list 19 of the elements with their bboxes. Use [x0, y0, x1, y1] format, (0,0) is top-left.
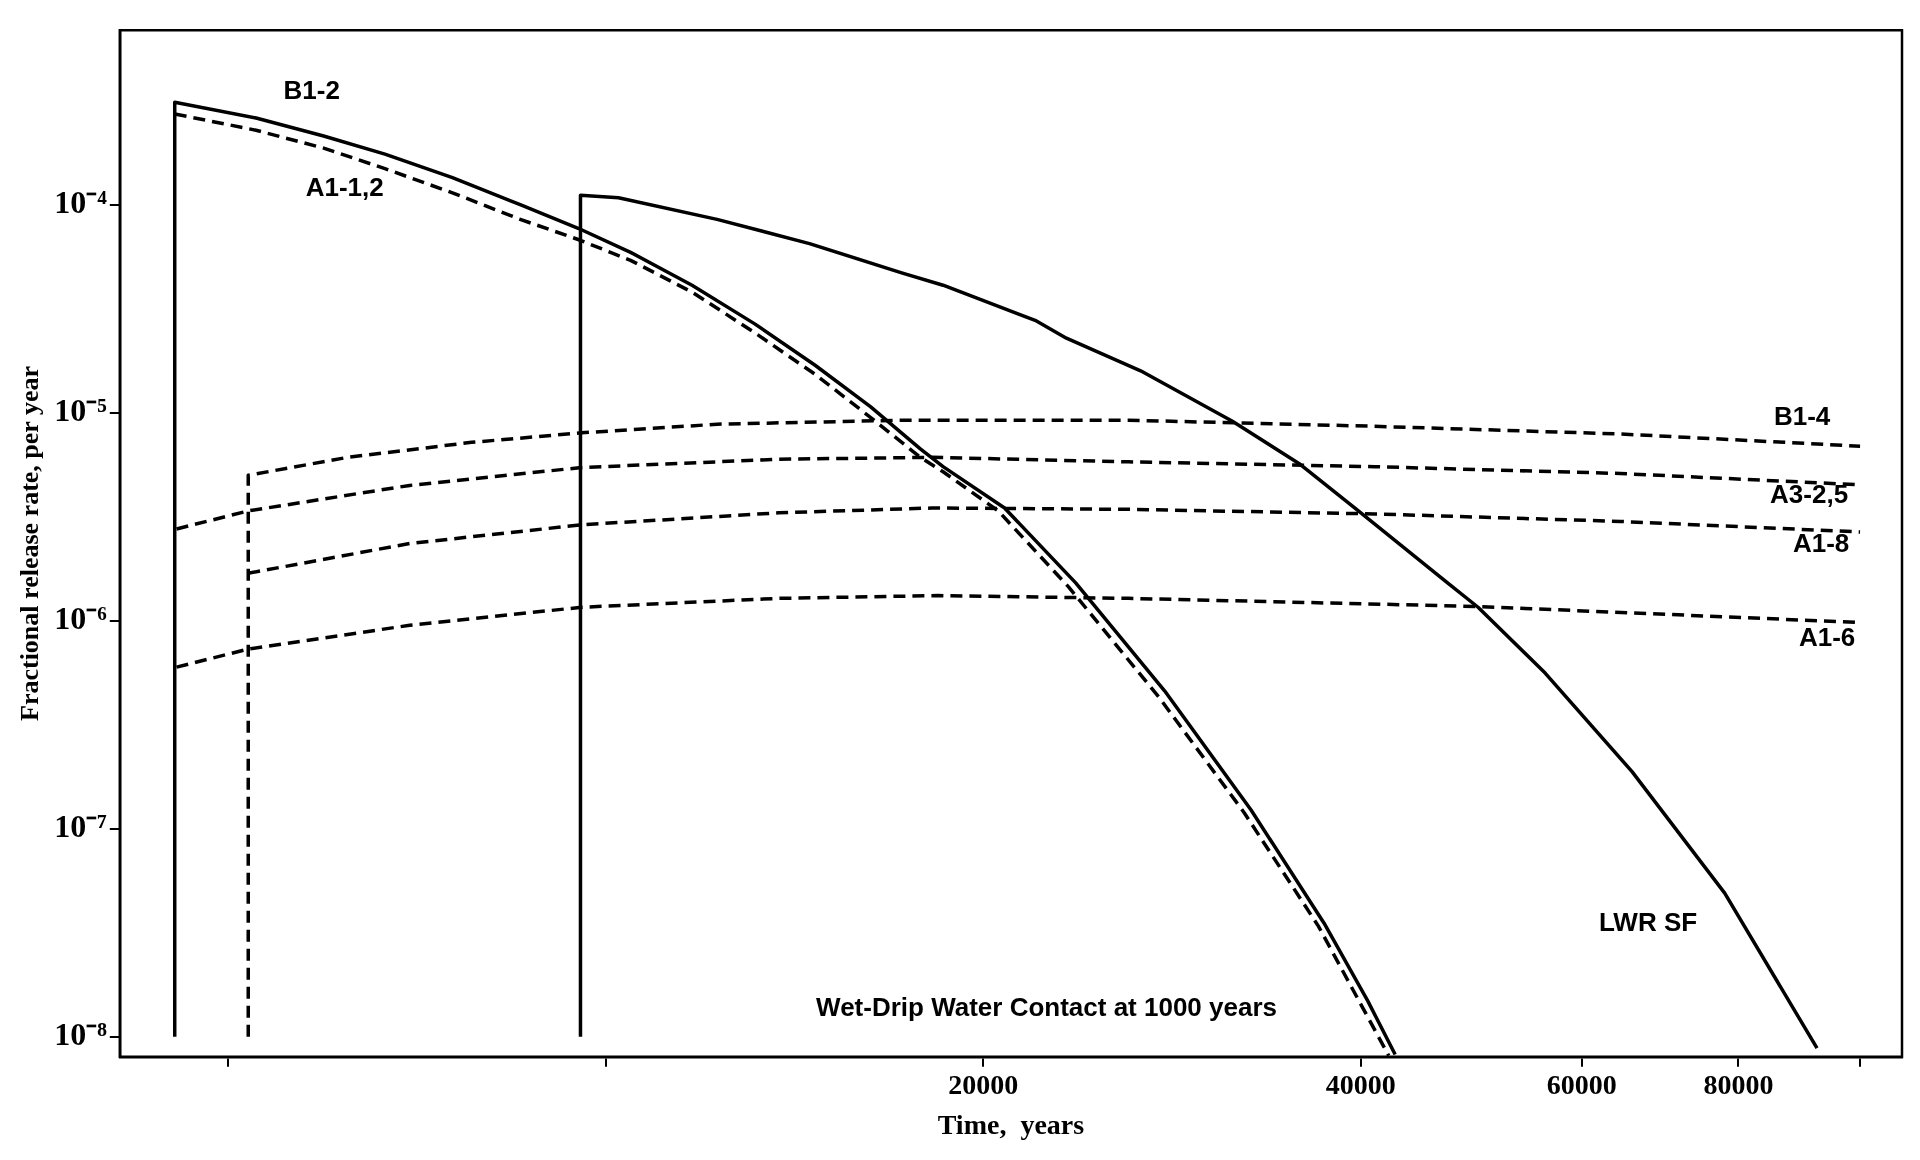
x-tick-label: 20000: [948, 1068, 1019, 1100]
y-tick-label: 10⁻⁷: [54, 807, 107, 844]
y-tick-label: 10⁻⁶: [54, 599, 107, 636]
x-tick-label: 60000: [1546, 1068, 1617, 1100]
series-label: B1-4: [1773, 401, 1831, 432]
y-axis-title: Fractional release rate, per year: [15, 366, 45, 721]
series-label: LWR SF: [1598, 907, 1698, 938]
x-axis-title: Time, years: [937, 1109, 1085, 1141]
y-tick-label: 10⁻⁵: [54, 391, 107, 428]
y-tick-label: 10⁻⁴: [54, 183, 108, 220]
series-label: A3-2,5: [1770, 478, 1849, 509]
series-label: A1-6: [1798, 621, 1856, 652]
x-tick-label: 40000: [1325, 1068, 1396, 1100]
series-label: B1-2: [283, 75, 340, 106]
y-tick-label: 10⁻⁸: [54, 1015, 108, 1052]
series-label: A1-1,2: [305, 172, 384, 203]
x-tick-label: 80000: [1703, 1068, 1774, 1100]
series-label: A1-8: [1792, 528, 1850, 559]
annotation: Wet-Drip Water Contact at 1000 years: [816, 991, 1278, 1022]
